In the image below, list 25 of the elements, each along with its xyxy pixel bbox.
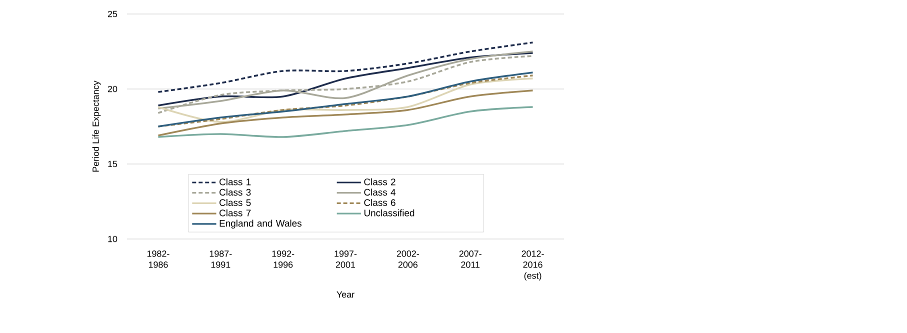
y-tick-label: 10 [108, 236, 118, 242]
x-tick-label: 1987-1991 [210, 250, 232, 268]
legend-label: Class 3 [220, 188, 251, 196]
x-tick-label: 2002-2006 [396, 250, 419, 268]
x-tick-label: 1982-1986 [147, 250, 170, 268]
legend-label: Class 7 [220, 209, 251, 216]
line-series [157, 90, 534, 136]
y-axis-title: Period Life Expectancy [92, 80, 101, 172]
legend-label: Class 4 [364, 188, 396, 196]
y-tick-label: 15 [108, 160, 118, 168]
y-tick-label: 20 [108, 86, 118, 92]
legend-label: England and Wales [220, 220, 302, 229]
line-series [157, 106, 534, 138]
x-tick-label: 2007-2011 [459, 250, 482, 268]
legend-label: Class 2 [364, 178, 396, 186]
legend-label: Unclassified [364, 209, 414, 216]
x-axis-title: Year [336, 291, 354, 298]
x-tick-label: 1992-1996 [272, 250, 294, 268]
legend-label: Class 1 [220, 178, 251, 186]
x-tick-label: 1997-2001 [334, 250, 357, 268]
legend-label: Class 5 [220, 199, 251, 206]
line-series [157, 42, 534, 93]
legend-label: Class 6 [364, 199, 396, 206]
x-tick-label: 2012-2016 (est) [522, 250, 544, 281]
y-tick-label: 25 [108, 10, 118, 18]
